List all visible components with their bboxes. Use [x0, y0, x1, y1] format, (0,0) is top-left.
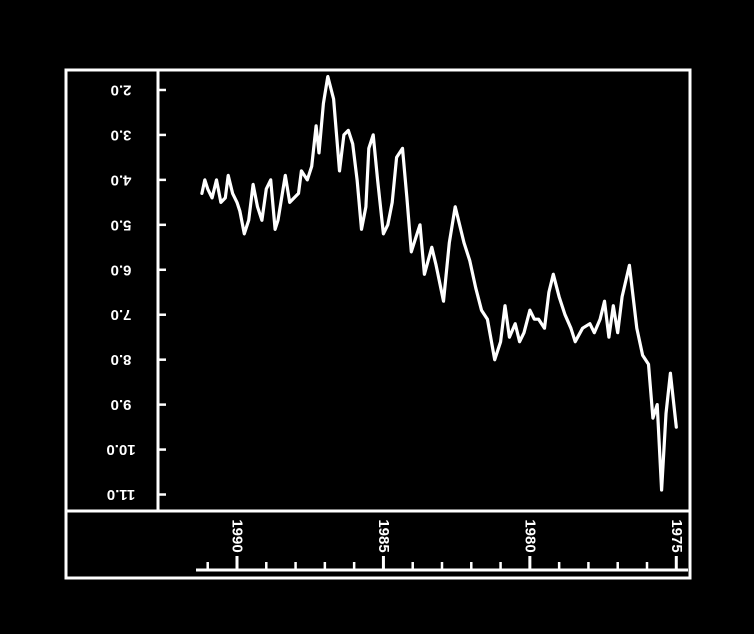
x-axis: 1975 1980 1985 1990	[206, 519, 685, 570]
x-tick-label: 1985	[375, 519, 392, 552]
x-tick-label: 1975	[668, 519, 685, 552]
y-tick-label: 10.0	[106, 441, 135, 458]
series-line	[200, 74, 678, 492]
y-tick-label: 8.0	[111, 351, 132, 368]
y-axis: 2.0 3.0 4.0 5.0 6.0 7.0 8.0 9.0 10.0 11.0	[106, 81, 166, 503]
x-tick-label: 1990	[229, 519, 246, 552]
y-tick-label: 5.0	[111, 216, 132, 233]
y-tick-label: 2.0	[111, 81, 132, 98]
plot-border	[64, 68, 692, 580]
y-tick-label: 7.0	[111, 306, 132, 323]
y-tick-label: 11.0	[107, 486, 135, 503]
y-tick-label: 4.0	[111, 171, 132, 188]
y-tick-label: 6.0	[111, 261, 132, 278]
y-tick-label: 9.0	[111, 396, 132, 413]
x-tick-label: 1980	[521, 519, 538, 552]
y-tick-label: 3.0	[111, 126, 132, 143]
